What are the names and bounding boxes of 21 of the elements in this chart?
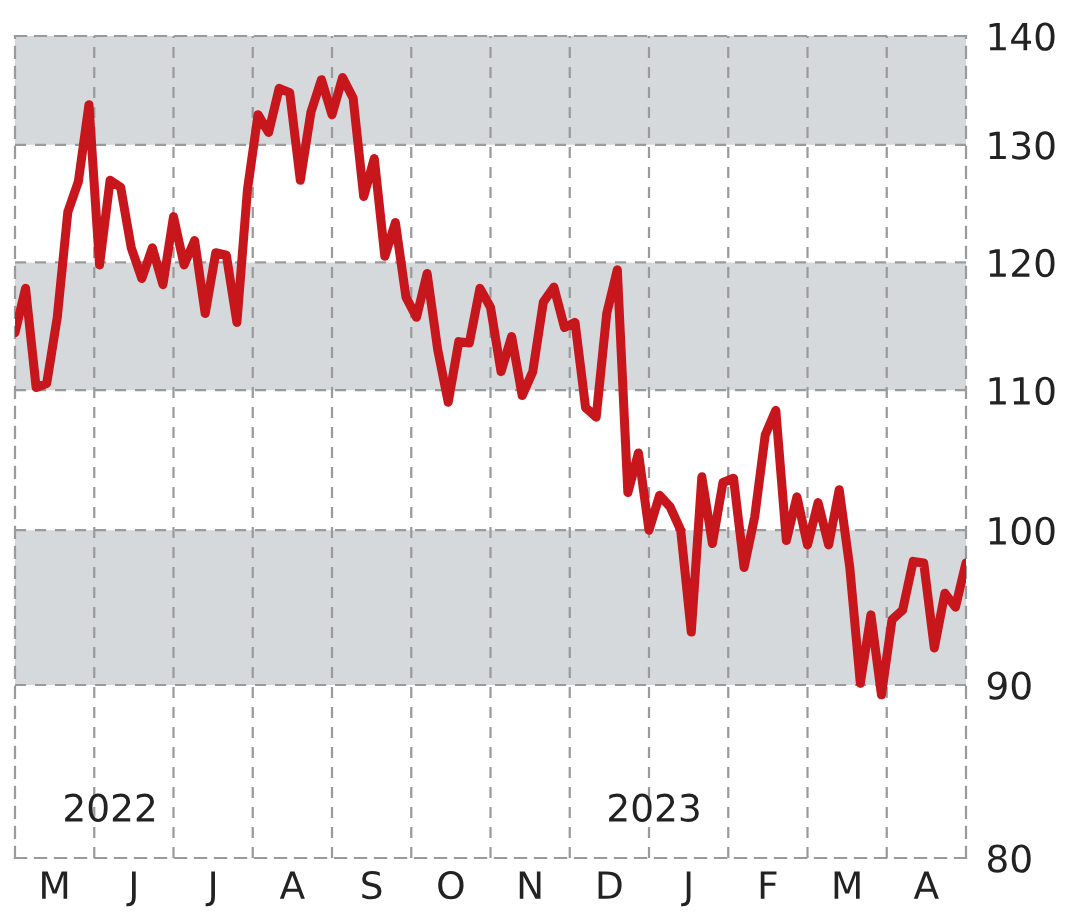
text: A bbox=[279, 871, 305, 899]
text: O bbox=[438, 870, 464, 900]
y-tick-label: 100 bbox=[989, 516, 1055, 546]
annotation: 2022 bbox=[65, 793, 155, 822]
text: D bbox=[598, 871, 622, 899]
y-tick-label: 140 bbox=[989, 22, 1055, 51]
annotation: 2023 bbox=[609, 793, 699, 822]
text: J bbox=[681, 871, 691, 907]
text: M bbox=[42, 871, 68, 899]
y-tick-label: 90 bbox=[987, 671, 1031, 700]
text: S bbox=[362, 870, 382, 900]
text: N bbox=[519, 871, 541, 899]
text: J bbox=[205, 871, 215, 907]
text: J bbox=[126, 871, 136, 907]
text: A bbox=[913, 871, 939, 899]
y-tick-label: 120 bbox=[989, 248, 1055, 278]
y-tick-label: 130 bbox=[989, 131, 1055, 160]
text: F bbox=[760, 871, 777, 899]
y-tick-label: 110 bbox=[989, 376, 1055, 406]
text: M bbox=[834, 871, 860, 899]
y-tick-label: 80 bbox=[987, 844, 1031, 873]
